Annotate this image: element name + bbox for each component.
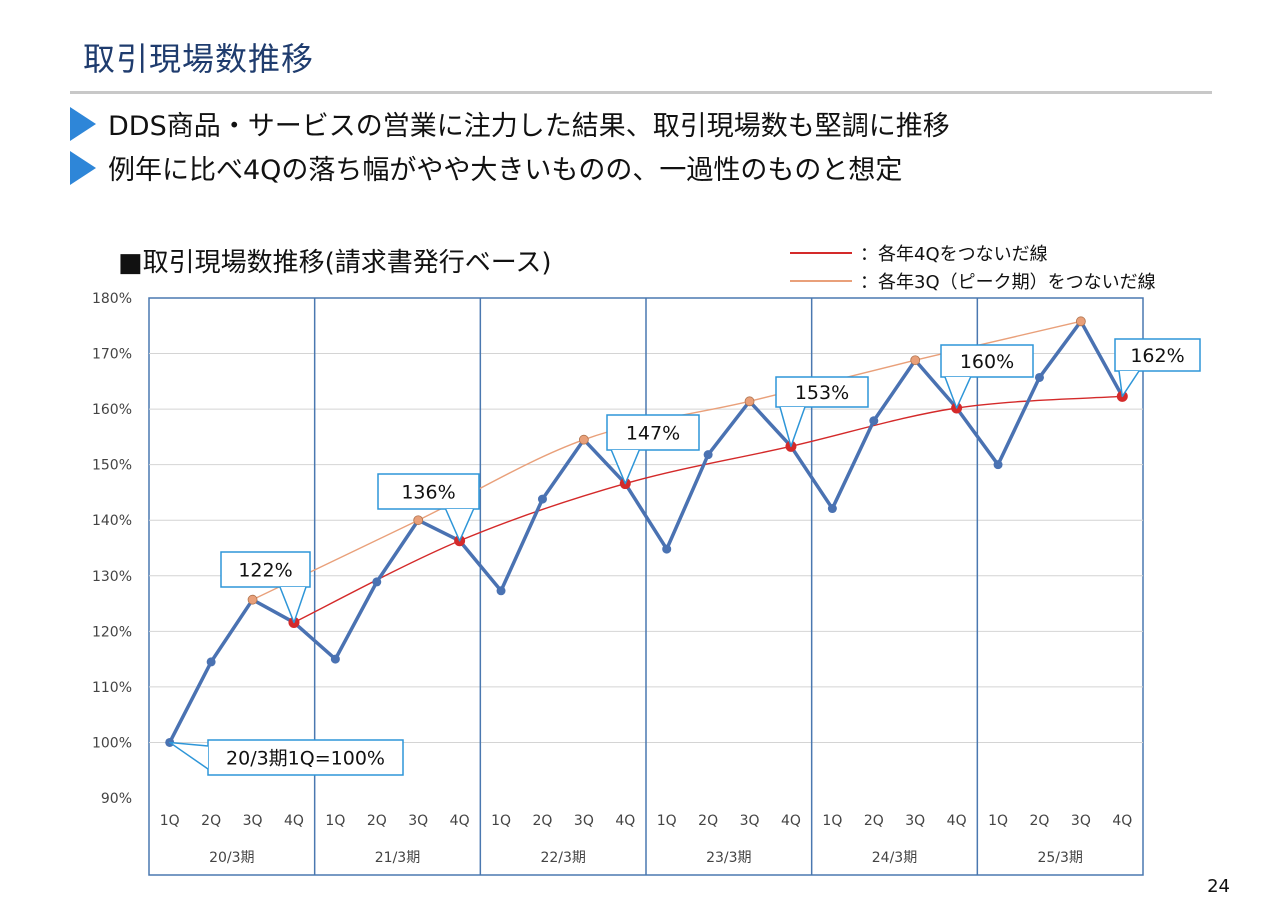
legend-4q: ：各年4Qをつないだ線 [790, 240, 1048, 266]
callout-label: 147% [626, 423, 680, 445]
callout-pointer [779, 406, 806, 448]
page-number: 24 [1207, 876, 1230, 897]
x-tick-label: 4Q [450, 813, 470, 829]
x-tick-label: 4Q [781, 813, 801, 829]
bullet-triangle-icon [70, 150, 96, 185]
callout-box [775, 376, 869, 408]
callout-box [606, 414, 700, 451]
callout-box [1114, 338, 1201, 372]
year-label: 20/3期 [209, 850, 254, 866]
data-point [413, 515, 424, 526]
y-tick-label: 170% [92, 347, 132, 363]
data-point [206, 657, 216, 667]
x-tick-label: 3Q [740, 813, 760, 829]
callout-label: 20/3期1Q=100% [226, 748, 385, 770]
data-point [1034, 372, 1044, 382]
callout-pointer [610, 449, 640, 485]
legend-3q-swatch [790, 280, 852, 282]
callout-pointer [444, 508, 475, 542]
callout-label: 136% [401, 482, 455, 504]
year-label: 22/3期 [540, 850, 585, 866]
title-divider [70, 91, 1212, 94]
data-point [869, 416, 879, 426]
y-tick-label: 90% [101, 791, 132, 807]
data-point [496, 586, 506, 596]
callout-label: 122% [238, 560, 292, 582]
x-tick-label: 3Q [408, 813, 428, 829]
data-point [372, 577, 382, 587]
callout-label: 153% [795, 382, 849, 404]
legend-3q-label: ：各年3Q（ピーク期）をつないだ線 [860, 272, 1156, 293]
page-title: 取引現場数推移 [83, 40, 315, 78]
y-tick-label: 160% [92, 402, 132, 418]
x-tick-label: 3Q [243, 813, 263, 829]
year-label: 21/3期 [375, 850, 420, 866]
callout-box [377, 473, 480, 510]
bullet-1: DDS商品・サービスの営業に注力した結果、取引現場数も堅調に推移 [70, 104, 950, 143]
year-label: 23/3期 [706, 850, 751, 866]
data-point [537, 494, 547, 504]
bullet-2: 例年に比べ4Qの落ち幅がやや大きいものの、一過性のものと想定 [70, 148, 902, 187]
x-tick-label: 1Q [657, 813, 677, 829]
data-point [330, 654, 340, 664]
x-tick-label: 1Q [160, 813, 180, 829]
callout-pointer [279, 586, 307, 624]
bullet-2-text: 例年に比べ4Qの落ち幅がやや大きいものの、一過性のものと想定 [108, 155, 903, 186]
y-tick-label: 100% [92, 735, 132, 751]
data-point [744, 396, 755, 407]
x-tick-label: 3Q [905, 813, 925, 829]
bullet-triangle-icon [70, 106, 96, 141]
x-tick-label: 1Q [491, 813, 511, 829]
data-point [910, 355, 921, 366]
y-tick-label: 110% [92, 680, 132, 696]
x-tick-label: 1Q [822, 813, 842, 829]
x-tick-label: 2Q [201, 813, 221, 829]
x-tick-label: 1Q [325, 813, 345, 829]
x-tick-label: 2Q [698, 813, 718, 829]
year-label: 25/3期 [1037, 850, 1082, 866]
y-tick-label: 120% [92, 624, 132, 640]
callout-label: 162% [1130, 345, 1184, 367]
x-tick-label: 4Q [947, 813, 967, 829]
x-tick-label: 2Q [864, 813, 884, 829]
x-tick-label: 4Q [615, 813, 635, 829]
callout-box [220, 551, 311, 588]
callout-pointer [168, 741, 209, 770]
x-tick-label: 1Q [988, 813, 1008, 829]
data-point [578, 434, 589, 445]
callout-label: 160% [960, 351, 1014, 373]
data-point [993, 460, 1003, 470]
callout-pointer [1118, 370, 1140, 398]
y-tick-label: 140% [92, 513, 132, 529]
x-tick-label: 2Q [1029, 813, 1049, 829]
x-tick-label: 4Q [284, 813, 304, 829]
callout-box [940, 344, 1034, 378]
bullet-1-text: DDS商品・サービスの営業に注力した結果、取引現場数も堅調に推移 [108, 111, 950, 142]
callout-pointer [944, 376, 972, 409]
x-tick-label: 4Q [1112, 813, 1132, 829]
x-tick-label: 2Q [532, 813, 552, 829]
x-tick-label: 2Q [367, 813, 387, 829]
x-tick-label: 3Q [574, 813, 594, 829]
y-tick-label: 130% [92, 569, 132, 585]
data-point [247, 594, 258, 605]
year-label: 24/3期 [872, 850, 917, 866]
data-point [1075, 316, 1086, 327]
legend-3q: ：各年3Q（ピーク期）をつないだ線 [790, 268, 1156, 294]
data-point [827, 504, 837, 514]
y-tick-label: 180% [92, 291, 132, 307]
callout-box [207, 739, 404, 776]
x-tick-label: 3Q [1071, 813, 1091, 829]
legend-4q-label: ：各年4Qをつないだ線 [860, 244, 1048, 265]
y-tick-label: 150% [92, 458, 132, 474]
data-point [662, 544, 672, 554]
chart-title: ■取引現場数推移(請求書発行ベース) [118, 248, 552, 278]
series-line [168, 319, 1124, 744]
legend-4q-swatch [790, 252, 852, 254]
data-point [703, 450, 713, 460]
